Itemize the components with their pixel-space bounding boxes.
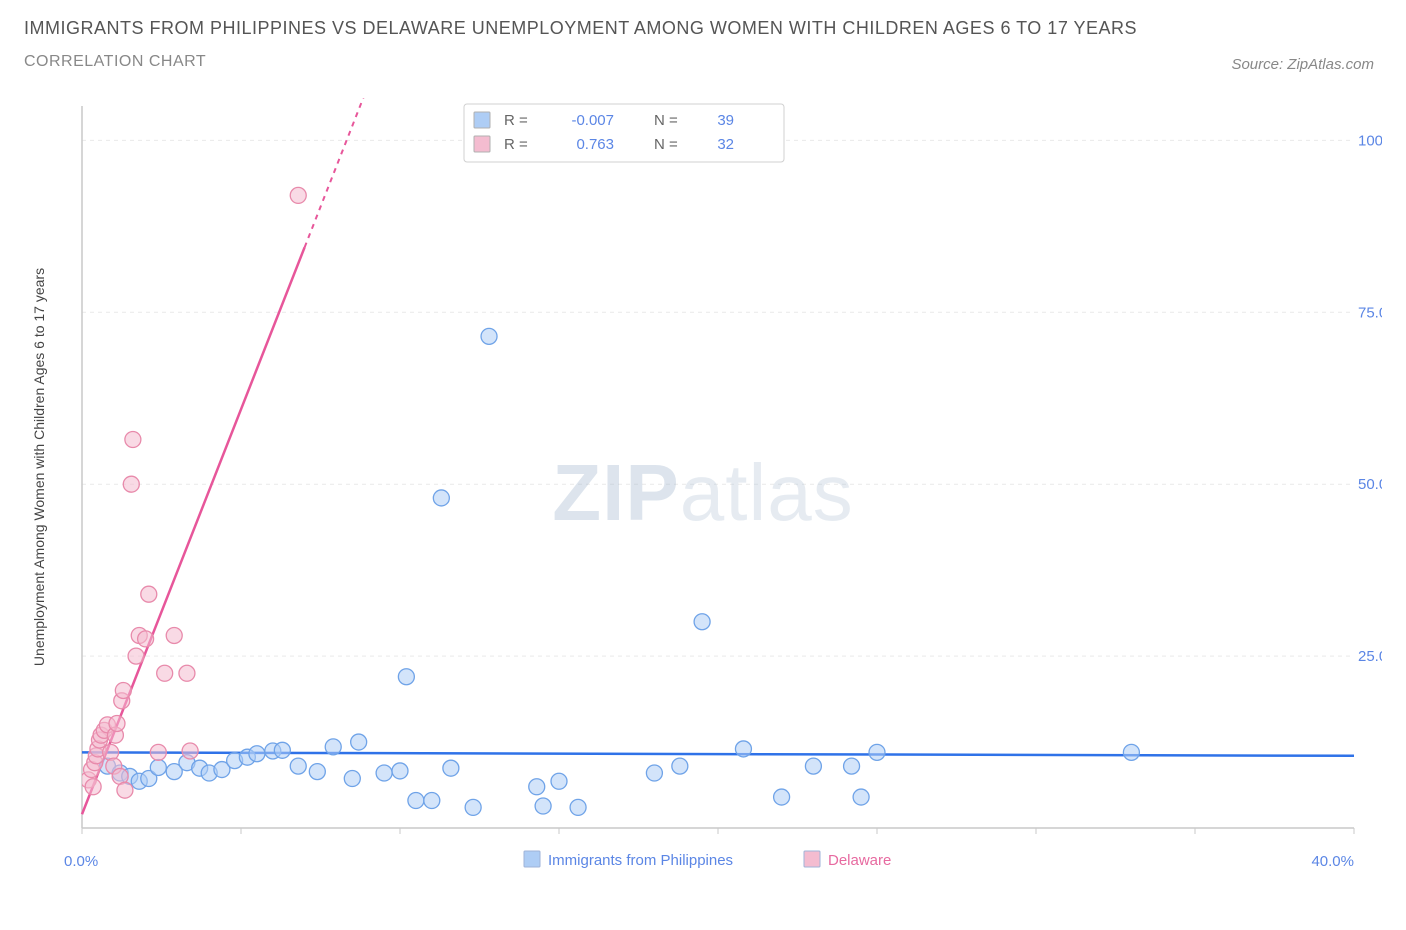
chart-subtitle: CORRELATION CHART	[24, 53, 1382, 71]
svg-text:N =: N =	[654, 112, 678, 129]
svg-text:25.0%: 25.0%	[1358, 648, 1382, 665]
svg-text:50.0%: 50.0%	[1358, 476, 1382, 493]
source-attribution: Source: ZipAtlas.com	[1231, 56, 1374, 73]
svg-text:Delaware: Delaware	[828, 852, 891, 869]
svg-text:0.0%: 0.0%	[64, 853, 98, 870]
svg-text:Immigrants from Philippines: Immigrants from Philippines	[548, 852, 733, 869]
svg-text:R =: R =	[504, 136, 528, 153]
chart-title: IMMIGRANTS FROM PHILIPPINES VS DELAWARE …	[24, 18, 1382, 39]
svg-text:-0.007: -0.007	[571, 112, 614, 129]
svg-text:Unemployment Among Women with: Unemployment Among Women with Children A…	[31, 268, 47, 666]
svg-text:40.0%: 40.0%	[1311, 853, 1354, 870]
svg-text:32: 32	[717, 136, 734, 153]
svg-text:75.0%: 75.0%	[1358, 304, 1382, 321]
svg-text:100.0%: 100.0%	[1358, 132, 1382, 149]
svg-text:39: 39	[717, 112, 734, 129]
correlation-chart: 25.0% 50.0% 75.0% 100.0% 0.0% 40.0% Unemployme…	[24, 98, 1382, 888]
svg-text:0.763: 0.763	[576, 136, 614, 153]
svg-text:R =: R =	[504, 112, 528, 129]
svg-text:N =: N =	[654, 136, 678, 153]
